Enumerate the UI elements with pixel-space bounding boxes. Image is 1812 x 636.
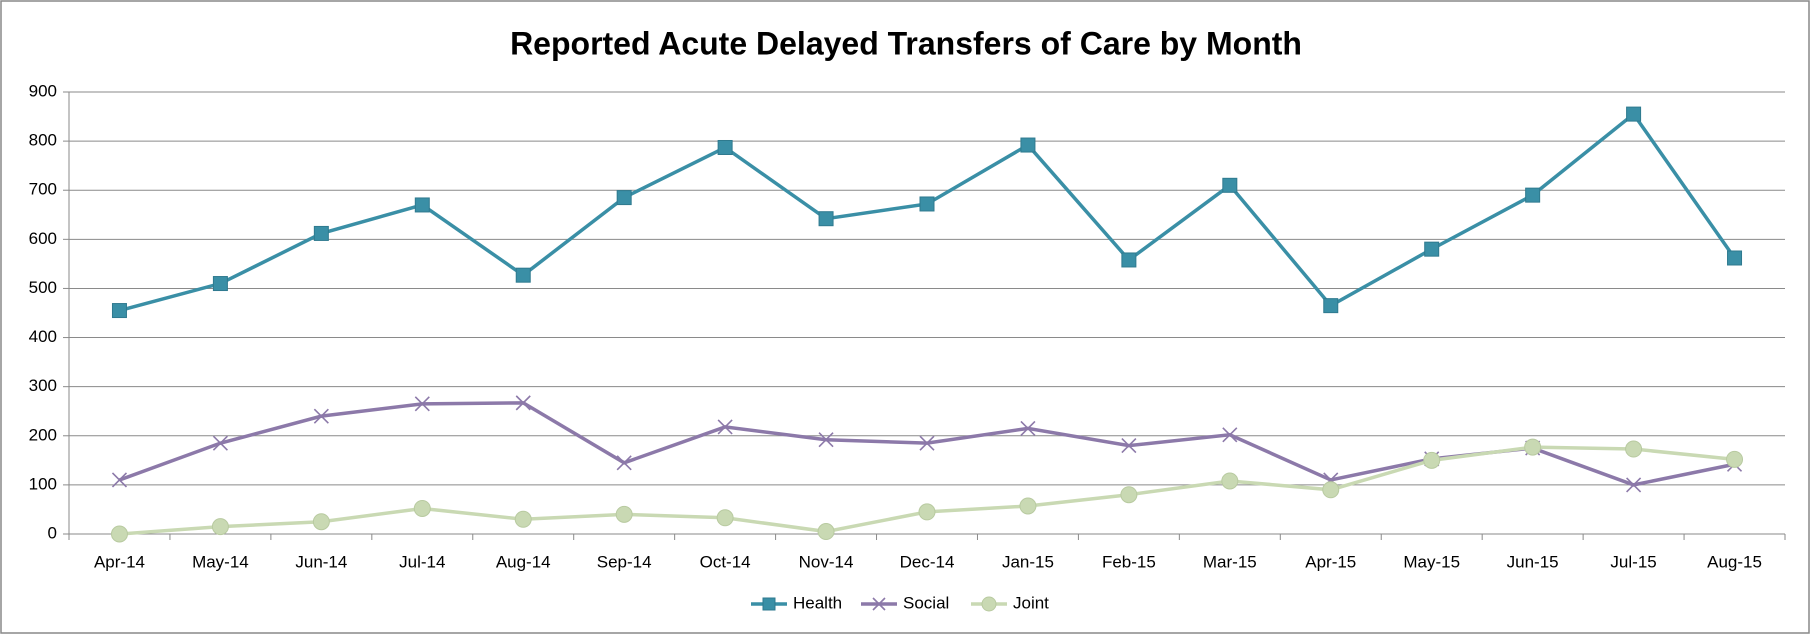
point (1726, 450, 1744, 468)
point (818, 432, 834, 448)
x-tick-label: Nov-14 (799, 552, 854, 571)
x-tick-label: May-14 (192, 552, 249, 571)
x-tick-label: Aug-14 (496, 552, 551, 571)
legend-label: Joint (1013, 593, 1049, 612)
y-tick-label: 0 (48, 523, 57, 542)
point (1222, 427, 1238, 443)
point (312, 513, 330, 531)
point (1323, 298, 1339, 314)
point (212, 435, 228, 451)
legend-marker (872, 597, 886, 611)
point (615, 505, 633, 523)
x-tick-label: Apr-15 (1305, 552, 1356, 571)
x-tick-label: Jan-15 (1002, 552, 1054, 571)
y-tick-label: 300 (29, 376, 57, 395)
point (1423, 451, 1441, 469)
point (1625, 440, 1643, 458)
point (313, 225, 329, 241)
legend-label: Health (793, 593, 842, 612)
point (1424, 241, 1440, 257)
y-tick-label: 700 (29, 180, 57, 199)
point (111, 472, 128, 488)
y-tick-label: 400 (29, 327, 57, 346)
x-tick-label: Sep-14 (597, 552, 652, 571)
point (1525, 187, 1541, 203)
point (110, 525, 128, 543)
point (818, 211, 834, 227)
y-tick-label: 900 (29, 81, 57, 100)
point (919, 435, 935, 451)
point (717, 419, 733, 435)
x-tick-label: Dec-14 (900, 552, 955, 571)
point (414, 197, 430, 213)
x-tick-label: Jun-14 (295, 552, 347, 571)
point (616, 190, 632, 206)
point (515, 267, 531, 283)
point (1019, 497, 1037, 515)
point (1221, 472, 1239, 490)
y-tick-label: 600 (29, 229, 57, 248)
x-tick-label: Oct-14 (700, 552, 751, 571)
legend-marker (762, 597, 776, 611)
point (1222, 177, 1238, 193)
legend-label: Social (903, 593, 949, 612)
point (211, 518, 229, 536)
y-tick-label: 800 (29, 131, 57, 150)
point (919, 196, 935, 212)
point (1020, 420, 1036, 436)
point (212, 276, 228, 292)
point (1121, 252, 1137, 268)
y-tick-label: 500 (29, 278, 57, 297)
point (514, 510, 532, 528)
point (1322, 481, 1340, 499)
point (313, 408, 329, 424)
point (414, 396, 430, 412)
chart-title: Reported Acute Delayed Transfers of Care… (510, 25, 1302, 61)
x-tick-label: Jul-14 (399, 552, 445, 571)
point (1626, 477, 1642, 493)
point (515, 395, 531, 411)
x-tick-label: May-15 (1403, 552, 1460, 571)
point (1727, 250, 1743, 266)
x-tick-label: Apr-14 (94, 552, 145, 571)
point (717, 139, 733, 155)
legend-marker (981, 596, 997, 612)
point (111, 303, 127, 319)
x-tick-label: Jun-15 (1507, 552, 1559, 571)
point (1020, 137, 1036, 153)
point (817, 523, 835, 541)
point (716, 509, 734, 527)
point (1524, 438, 1542, 456)
x-tick-label: Aug-15 (1707, 552, 1762, 571)
x-tick-label: Jul-15 (1610, 552, 1656, 571)
point (1626, 106, 1642, 122)
y-tick-label: 200 (29, 425, 57, 444)
y-tick-label: 100 (29, 474, 57, 493)
x-tick-label: Mar-15 (1203, 552, 1257, 571)
point (413, 499, 431, 517)
point (918, 503, 936, 521)
x-tick-label: Feb-15 (1102, 552, 1156, 571)
point (1120, 486, 1138, 504)
point (616, 455, 632, 471)
point (1121, 438, 1137, 454)
